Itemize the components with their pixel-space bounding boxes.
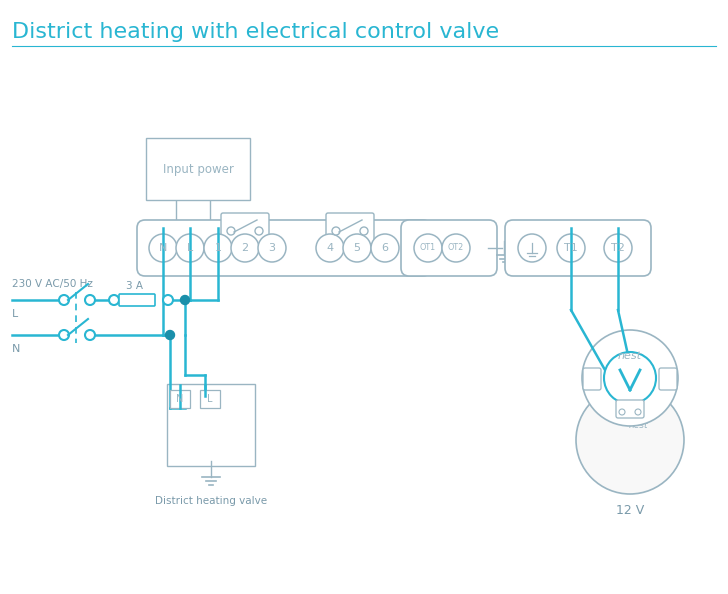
- FancyBboxPatch shape: [221, 213, 269, 245]
- Circle shape: [332, 227, 340, 235]
- Circle shape: [604, 352, 656, 404]
- Circle shape: [149, 234, 177, 262]
- Text: T1: T1: [564, 243, 578, 253]
- Circle shape: [109, 295, 119, 305]
- Text: 3: 3: [269, 243, 275, 253]
- Circle shape: [163, 295, 173, 305]
- Circle shape: [85, 330, 95, 340]
- Text: T2: T2: [611, 243, 625, 253]
- FancyBboxPatch shape: [119, 294, 155, 306]
- Text: N: N: [176, 394, 183, 404]
- Circle shape: [360, 227, 368, 235]
- Text: 3 A: 3 A: [126, 281, 143, 291]
- Text: nest: nest: [628, 422, 648, 431]
- Text: 1: 1: [215, 243, 221, 253]
- FancyBboxPatch shape: [401, 220, 497, 276]
- FancyBboxPatch shape: [505, 220, 651, 276]
- Circle shape: [176, 234, 204, 262]
- Text: 6: 6: [381, 243, 389, 253]
- Circle shape: [619, 409, 625, 415]
- Text: nest: nest: [618, 351, 642, 361]
- Text: 12 V: 12 V: [616, 504, 644, 517]
- Circle shape: [604, 234, 632, 262]
- Circle shape: [59, 295, 69, 305]
- Circle shape: [258, 234, 286, 262]
- FancyBboxPatch shape: [146, 138, 250, 200]
- Circle shape: [442, 234, 470, 262]
- Text: 230 V AC/50 Hz: 230 V AC/50 Hz: [12, 279, 93, 289]
- Text: N: N: [12, 344, 20, 354]
- Circle shape: [231, 234, 259, 262]
- Circle shape: [59, 330, 69, 340]
- Text: District heating with electrical control valve: District heating with electrical control…: [12, 22, 499, 42]
- Text: 5: 5: [354, 243, 360, 253]
- Text: 2: 2: [242, 243, 248, 253]
- FancyBboxPatch shape: [616, 400, 644, 418]
- Circle shape: [371, 234, 399, 262]
- Text: N: N: [159, 243, 167, 253]
- FancyBboxPatch shape: [200, 390, 220, 408]
- Text: OT2: OT2: [448, 244, 464, 252]
- Text: 4: 4: [326, 243, 333, 253]
- Circle shape: [181, 295, 189, 305]
- Text: L: L: [207, 394, 213, 404]
- Circle shape: [204, 234, 232, 262]
- FancyBboxPatch shape: [170, 390, 190, 408]
- Circle shape: [165, 330, 175, 340]
- Text: OT1: OT1: [420, 244, 436, 252]
- Text: L: L: [12, 309, 18, 319]
- Circle shape: [557, 234, 585, 262]
- Text: Input power: Input power: [162, 163, 234, 175]
- Circle shape: [255, 227, 263, 235]
- FancyBboxPatch shape: [167, 384, 255, 466]
- FancyBboxPatch shape: [137, 220, 431, 276]
- FancyBboxPatch shape: [659, 368, 677, 390]
- Circle shape: [582, 330, 678, 426]
- Circle shape: [576, 386, 684, 494]
- Circle shape: [316, 234, 344, 262]
- Text: District heating valve: District heating valve: [155, 496, 267, 506]
- Circle shape: [85, 295, 95, 305]
- Text: L: L: [187, 243, 193, 253]
- Circle shape: [227, 227, 235, 235]
- Circle shape: [518, 234, 546, 262]
- FancyBboxPatch shape: [583, 368, 601, 390]
- Circle shape: [635, 409, 641, 415]
- FancyBboxPatch shape: [326, 213, 374, 245]
- Circle shape: [343, 234, 371, 262]
- Circle shape: [414, 234, 442, 262]
